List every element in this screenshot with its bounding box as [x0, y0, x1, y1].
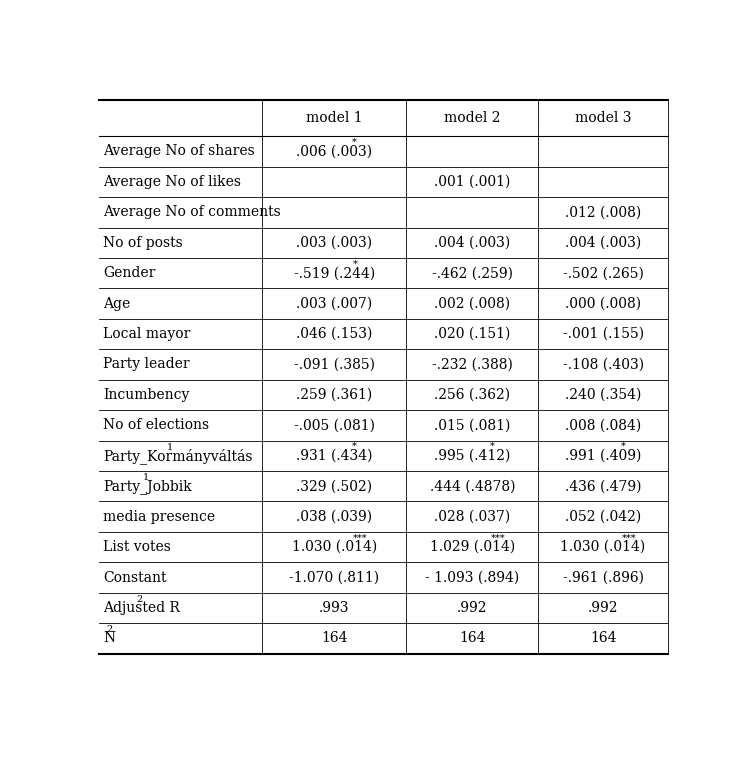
Text: .995 (.412): .995 (.412): [434, 448, 510, 463]
Text: Constant: Constant: [103, 571, 167, 584]
Text: -.519 (.244): -.519 (.244): [294, 266, 375, 280]
Text: .436 (.479): .436 (.479): [565, 480, 641, 493]
Text: -.001 (.155): -.001 (.155): [562, 327, 643, 341]
Text: .001 (.001): .001 (.001): [434, 175, 510, 189]
Text: .931 (.434): .931 (.434): [296, 448, 372, 463]
Text: Incumbency: Incumbency: [103, 388, 189, 402]
Text: 164: 164: [590, 632, 617, 645]
Text: .003 (.007): .003 (.007): [296, 296, 372, 311]
Text: *: *: [352, 138, 357, 147]
Text: -.462 (.259): -.462 (.259): [432, 266, 513, 280]
Text: ***: ***: [622, 534, 637, 543]
Text: model 3: model 3: [575, 111, 631, 125]
Text: .240 (.354): .240 (.354): [565, 388, 641, 402]
Text: .028 (.037): .028 (.037): [434, 510, 510, 524]
Text: -1.070 (.811): -1.070 (.811): [289, 571, 379, 584]
Text: -.005 (.081): -.005 (.081): [294, 418, 375, 432]
Text: List votes: List votes: [103, 540, 171, 554]
Text: .020 (.151): .020 (.151): [434, 327, 510, 341]
Text: .000 (.008): .000 (.008): [565, 296, 641, 311]
Text: No of posts: No of posts: [103, 236, 183, 250]
Text: .006 (.003): .006 (.003): [296, 144, 372, 159]
Text: Party_Kormányváltás: Party_Kormányváltás: [103, 448, 252, 464]
Text: model 2: model 2: [444, 111, 501, 125]
Text: -.108 (.403): -.108 (.403): [562, 357, 643, 372]
Text: Average No of comments: Average No of comments: [103, 205, 281, 220]
Text: *: *: [620, 442, 626, 451]
Text: .991 (.409): .991 (.409): [565, 448, 641, 463]
Text: .444 (.4878): .444 (.4878): [430, 480, 515, 493]
Text: .004 (.003): .004 (.003): [434, 236, 510, 250]
Text: Age: Age: [103, 296, 131, 311]
Text: .038 (.039): .038 (.039): [296, 510, 372, 524]
Text: .004 (.003): .004 (.003): [565, 236, 641, 250]
Text: 1: 1: [143, 473, 149, 482]
Text: .052 (.042): .052 (.042): [565, 510, 641, 524]
Text: *: *: [352, 442, 357, 451]
Text: 164: 164: [459, 632, 485, 645]
Text: Average No of shares: Average No of shares: [103, 144, 255, 159]
Text: .256 (.362): .256 (.362): [434, 388, 510, 402]
Text: .259 (.361): .259 (.361): [296, 388, 372, 402]
Text: -.091 (.385): -.091 (.385): [294, 357, 375, 372]
Text: .002 (.008): .002 (.008): [434, 296, 510, 311]
Text: - 1.093 (.894): - 1.093 (.894): [425, 571, 519, 584]
Text: 1.030 (.014): 1.030 (.014): [560, 540, 646, 554]
Text: 1: 1: [166, 443, 173, 451]
Text: model 1: model 1: [306, 111, 363, 125]
Text: No of elections: No of elections: [103, 418, 209, 432]
Text: *: *: [490, 442, 495, 451]
Text: -.502 (.265): -.502 (.265): [562, 266, 643, 280]
Text: .993: .993: [319, 601, 349, 615]
Text: Party_Jobbik: Party_Jobbik: [103, 479, 192, 494]
Text: .992: .992: [457, 601, 487, 615]
Text: ***: ***: [353, 534, 368, 543]
Text: N: N: [103, 632, 115, 645]
Text: 1.029 (.014): 1.029 (.014): [430, 540, 515, 554]
Text: .015 (.081): .015 (.081): [434, 418, 510, 432]
Text: 164: 164: [321, 632, 347, 645]
Text: *: *: [353, 260, 358, 268]
Text: .046 (.153): .046 (.153): [296, 327, 372, 341]
Text: -.232 (.388): -.232 (.388): [432, 357, 513, 372]
Text: media presence: media presence: [103, 510, 215, 524]
Text: .008 (.084): .008 (.084): [565, 418, 641, 432]
Text: .012 (.008): .012 (.008): [565, 205, 641, 220]
Text: Adjusted R: Adjusted R: [103, 601, 180, 615]
Text: 2: 2: [106, 625, 113, 635]
Text: -.961 (.896): -.961 (.896): [562, 571, 643, 584]
Text: .329 (.502): .329 (.502): [296, 480, 372, 493]
Text: Average No of likes: Average No of likes: [103, 175, 241, 189]
Text: ***: ***: [491, 534, 506, 543]
Text: Gender: Gender: [103, 266, 156, 280]
Text: 2: 2: [137, 595, 142, 604]
Text: 1.030 (.014): 1.030 (.014): [292, 540, 377, 554]
Text: Local mayor: Local mayor: [103, 327, 191, 341]
Text: Party leader: Party leader: [103, 357, 190, 372]
Text: .992: .992: [588, 601, 618, 615]
Text: .003 (.003): .003 (.003): [296, 236, 372, 250]
